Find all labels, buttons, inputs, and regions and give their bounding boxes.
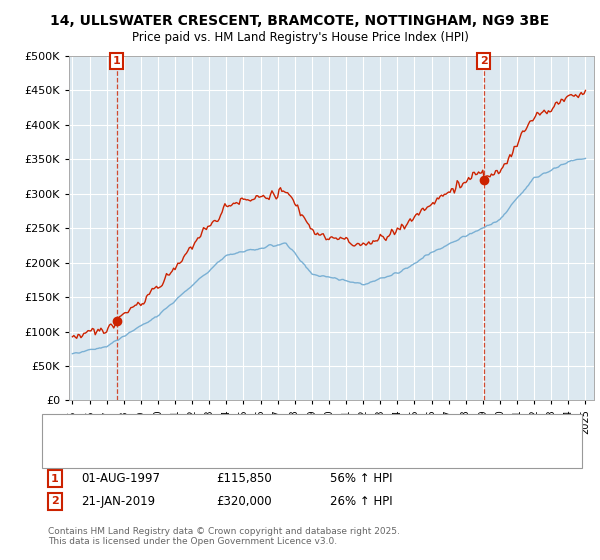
Text: £320,000: £320,000 <box>216 494 272 508</box>
Text: Contains HM Land Registry data © Crown copyright and database right 2025.
This d: Contains HM Land Registry data © Crown c… <box>48 526 400 546</box>
Text: Price paid vs. HM Land Registry's House Price Index (HPI): Price paid vs. HM Land Registry's House … <box>131 31 469 44</box>
Text: ————: ———— <box>60 424 110 437</box>
Text: 1: 1 <box>51 474 59 484</box>
Text: ————: ———— <box>60 445 110 458</box>
Text: 2: 2 <box>480 56 488 66</box>
Text: £115,850: £115,850 <box>216 472 272 486</box>
Text: 01-AUG-1997: 01-AUG-1997 <box>81 472 160 486</box>
Text: 21-JAN-2019: 21-JAN-2019 <box>81 494 155 508</box>
Text: 1: 1 <box>113 56 121 66</box>
Text: HPI: Average price, detached house, Broxtowe: HPI: Average price, detached house, Brox… <box>105 446 347 456</box>
Text: 14, ULLSWATER CRESCENT, BRAMCOTE, NOTTINGHAM, NG9 3BE: 14, ULLSWATER CRESCENT, BRAMCOTE, NOTTIN… <box>50 14 550 28</box>
Text: 26% ↑ HPI: 26% ↑ HPI <box>330 494 392 508</box>
Text: 56% ↑ HPI: 56% ↑ HPI <box>330 472 392 486</box>
Text: 2: 2 <box>51 496 59 506</box>
Text: 14, ULLSWATER CRESCENT, BRAMCOTE, NOTTINGHAM, NG9 3BE (detached house): 14, ULLSWATER CRESCENT, BRAMCOTE, NOTTIN… <box>105 426 535 436</box>
